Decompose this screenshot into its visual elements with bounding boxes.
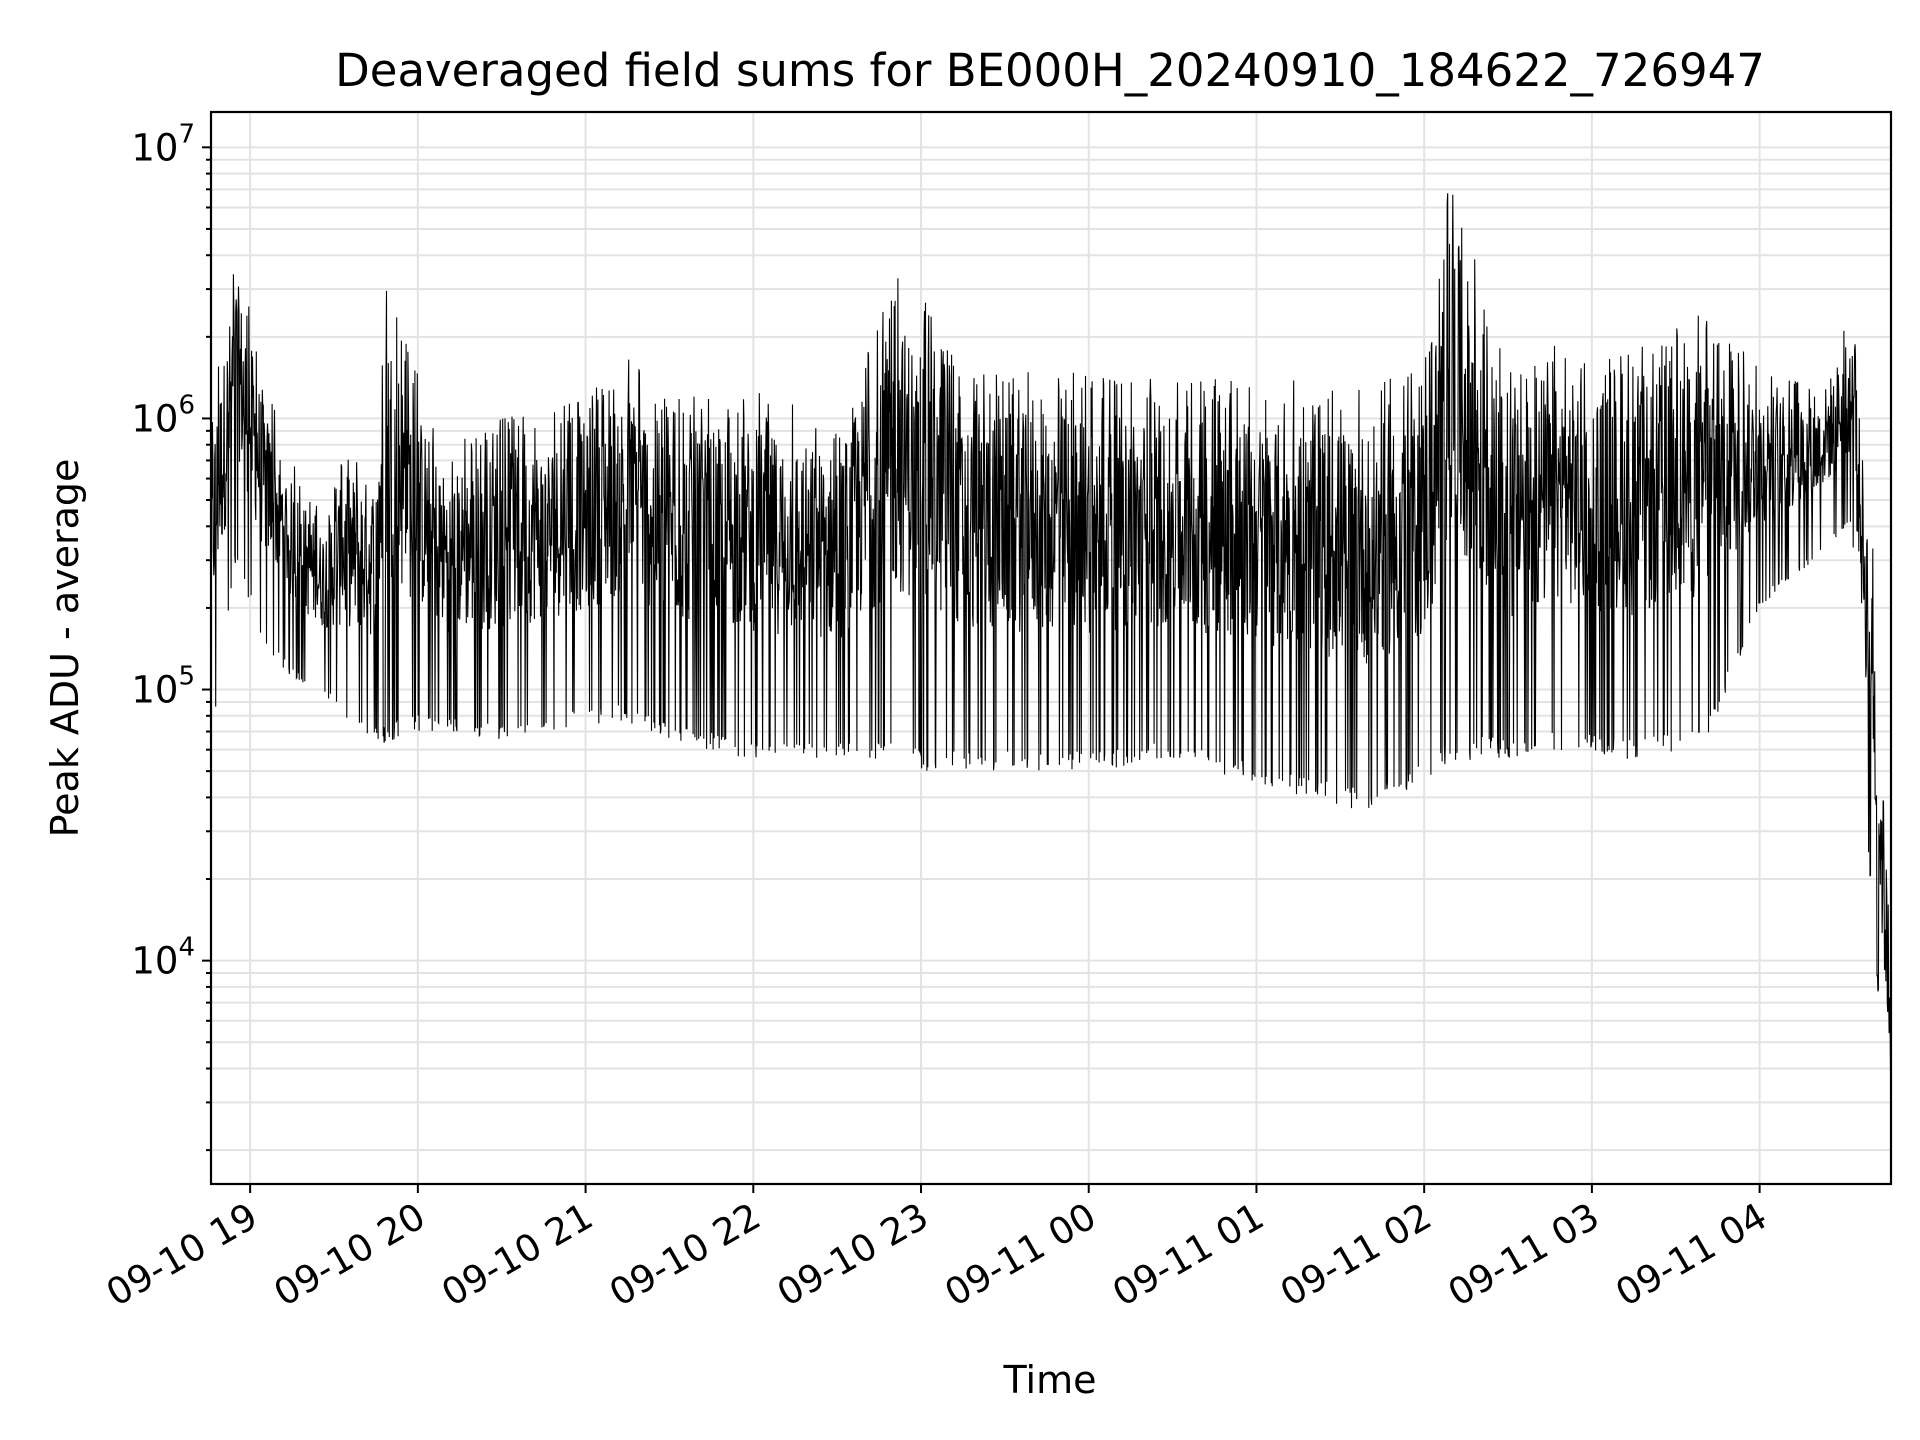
y-tick-exponent: 5 xyxy=(178,662,195,692)
x-axis: 09-10 19 09-10 20 09-10 21 09-10 22 09-10 23… xyxy=(99,1184,1774,1315)
y-tick-base: 10 xyxy=(131,669,178,712)
x-tick-label: 09-11 02 xyxy=(1273,1195,1439,1315)
y-tick-label: 105 xyxy=(131,662,195,712)
series-layer xyxy=(210,193,1892,1071)
x-tick-label: 09-10 19 xyxy=(99,1195,265,1315)
y-tick-base: 10 xyxy=(131,126,178,169)
y-tick-exponent: 6 xyxy=(178,390,195,420)
x-tick-label: 09-11 04 xyxy=(1609,1195,1775,1315)
chart-title: Deaveraged field sums for BE000H_2024091… xyxy=(335,44,1765,97)
y-tick-label: 107 xyxy=(131,119,195,169)
x-tick-label: 09-11 01 xyxy=(1105,1195,1271,1315)
x-axis-label: Time xyxy=(1003,1358,1097,1402)
grid xyxy=(211,112,1891,1184)
y-axis-label: Peak ADU - average xyxy=(43,459,87,838)
x-tick-label: 09-10 20 xyxy=(267,1195,433,1315)
x-tick-label: 09-11 03 xyxy=(1441,1195,1607,1315)
y-tick-base: 10 xyxy=(131,940,178,983)
y-tick-exponent: 4 xyxy=(178,933,195,963)
x-tick-label: 09-10 23 xyxy=(770,1195,936,1315)
series-line xyxy=(210,193,1892,1071)
x-tick-label: 09-10 22 xyxy=(602,1195,768,1315)
x-tick-label: 09-10 21 xyxy=(435,1195,601,1315)
x-tick-label: 09-11 00 xyxy=(938,1195,1104,1315)
y-tick-label: 104 xyxy=(131,933,195,983)
y-tick-label: 106 xyxy=(131,390,195,440)
y-tick-exponent: 7 xyxy=(178,119,195,149)
plot-frame xyxy=(209,110,1893,1186)
y-tick-base: 10 xyxy=(131,397,178,440)
